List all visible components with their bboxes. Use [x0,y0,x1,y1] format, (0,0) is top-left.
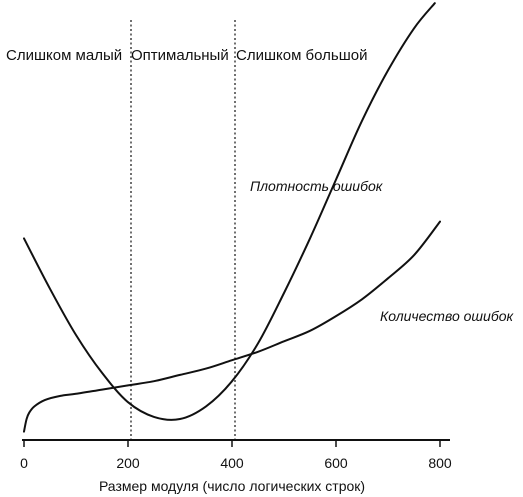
x-axis-tick-labels: 0 200 400 600 800 [20,455,452,471]
zone-label-too-small: Слишком малый [6,47,122,64]
zone-label-optimal: Оптимальный [131,47,229,64]
zone-label-too-large: Слишком большой [236,47,367,64]
series-line-error-count [23,220,441,433]
series-lines [23,2,441,433]
series-label-error-density: Плотность ошибок [250,178,384,194]
series-label-error-count: Количество ошибок [380,308,514,324]
x-tick-label-0: 0 [20,455,28,471]
x-tick-label-600: 600 [324,455,348,471]
x-tick-label-800: 800 [428,455,452,471]
x-tick-label-200: 200 [116,455,140,471]
x-axis-ticks [23,440,441,447]
series-line-error-density [23,2,436,421]
x-axis-label: Размер модуля (число логических строк) [99,478,365,494]
zone-dividers [130,20,236,440]
x-tick-label-400: 400 [220,455,244,471]
